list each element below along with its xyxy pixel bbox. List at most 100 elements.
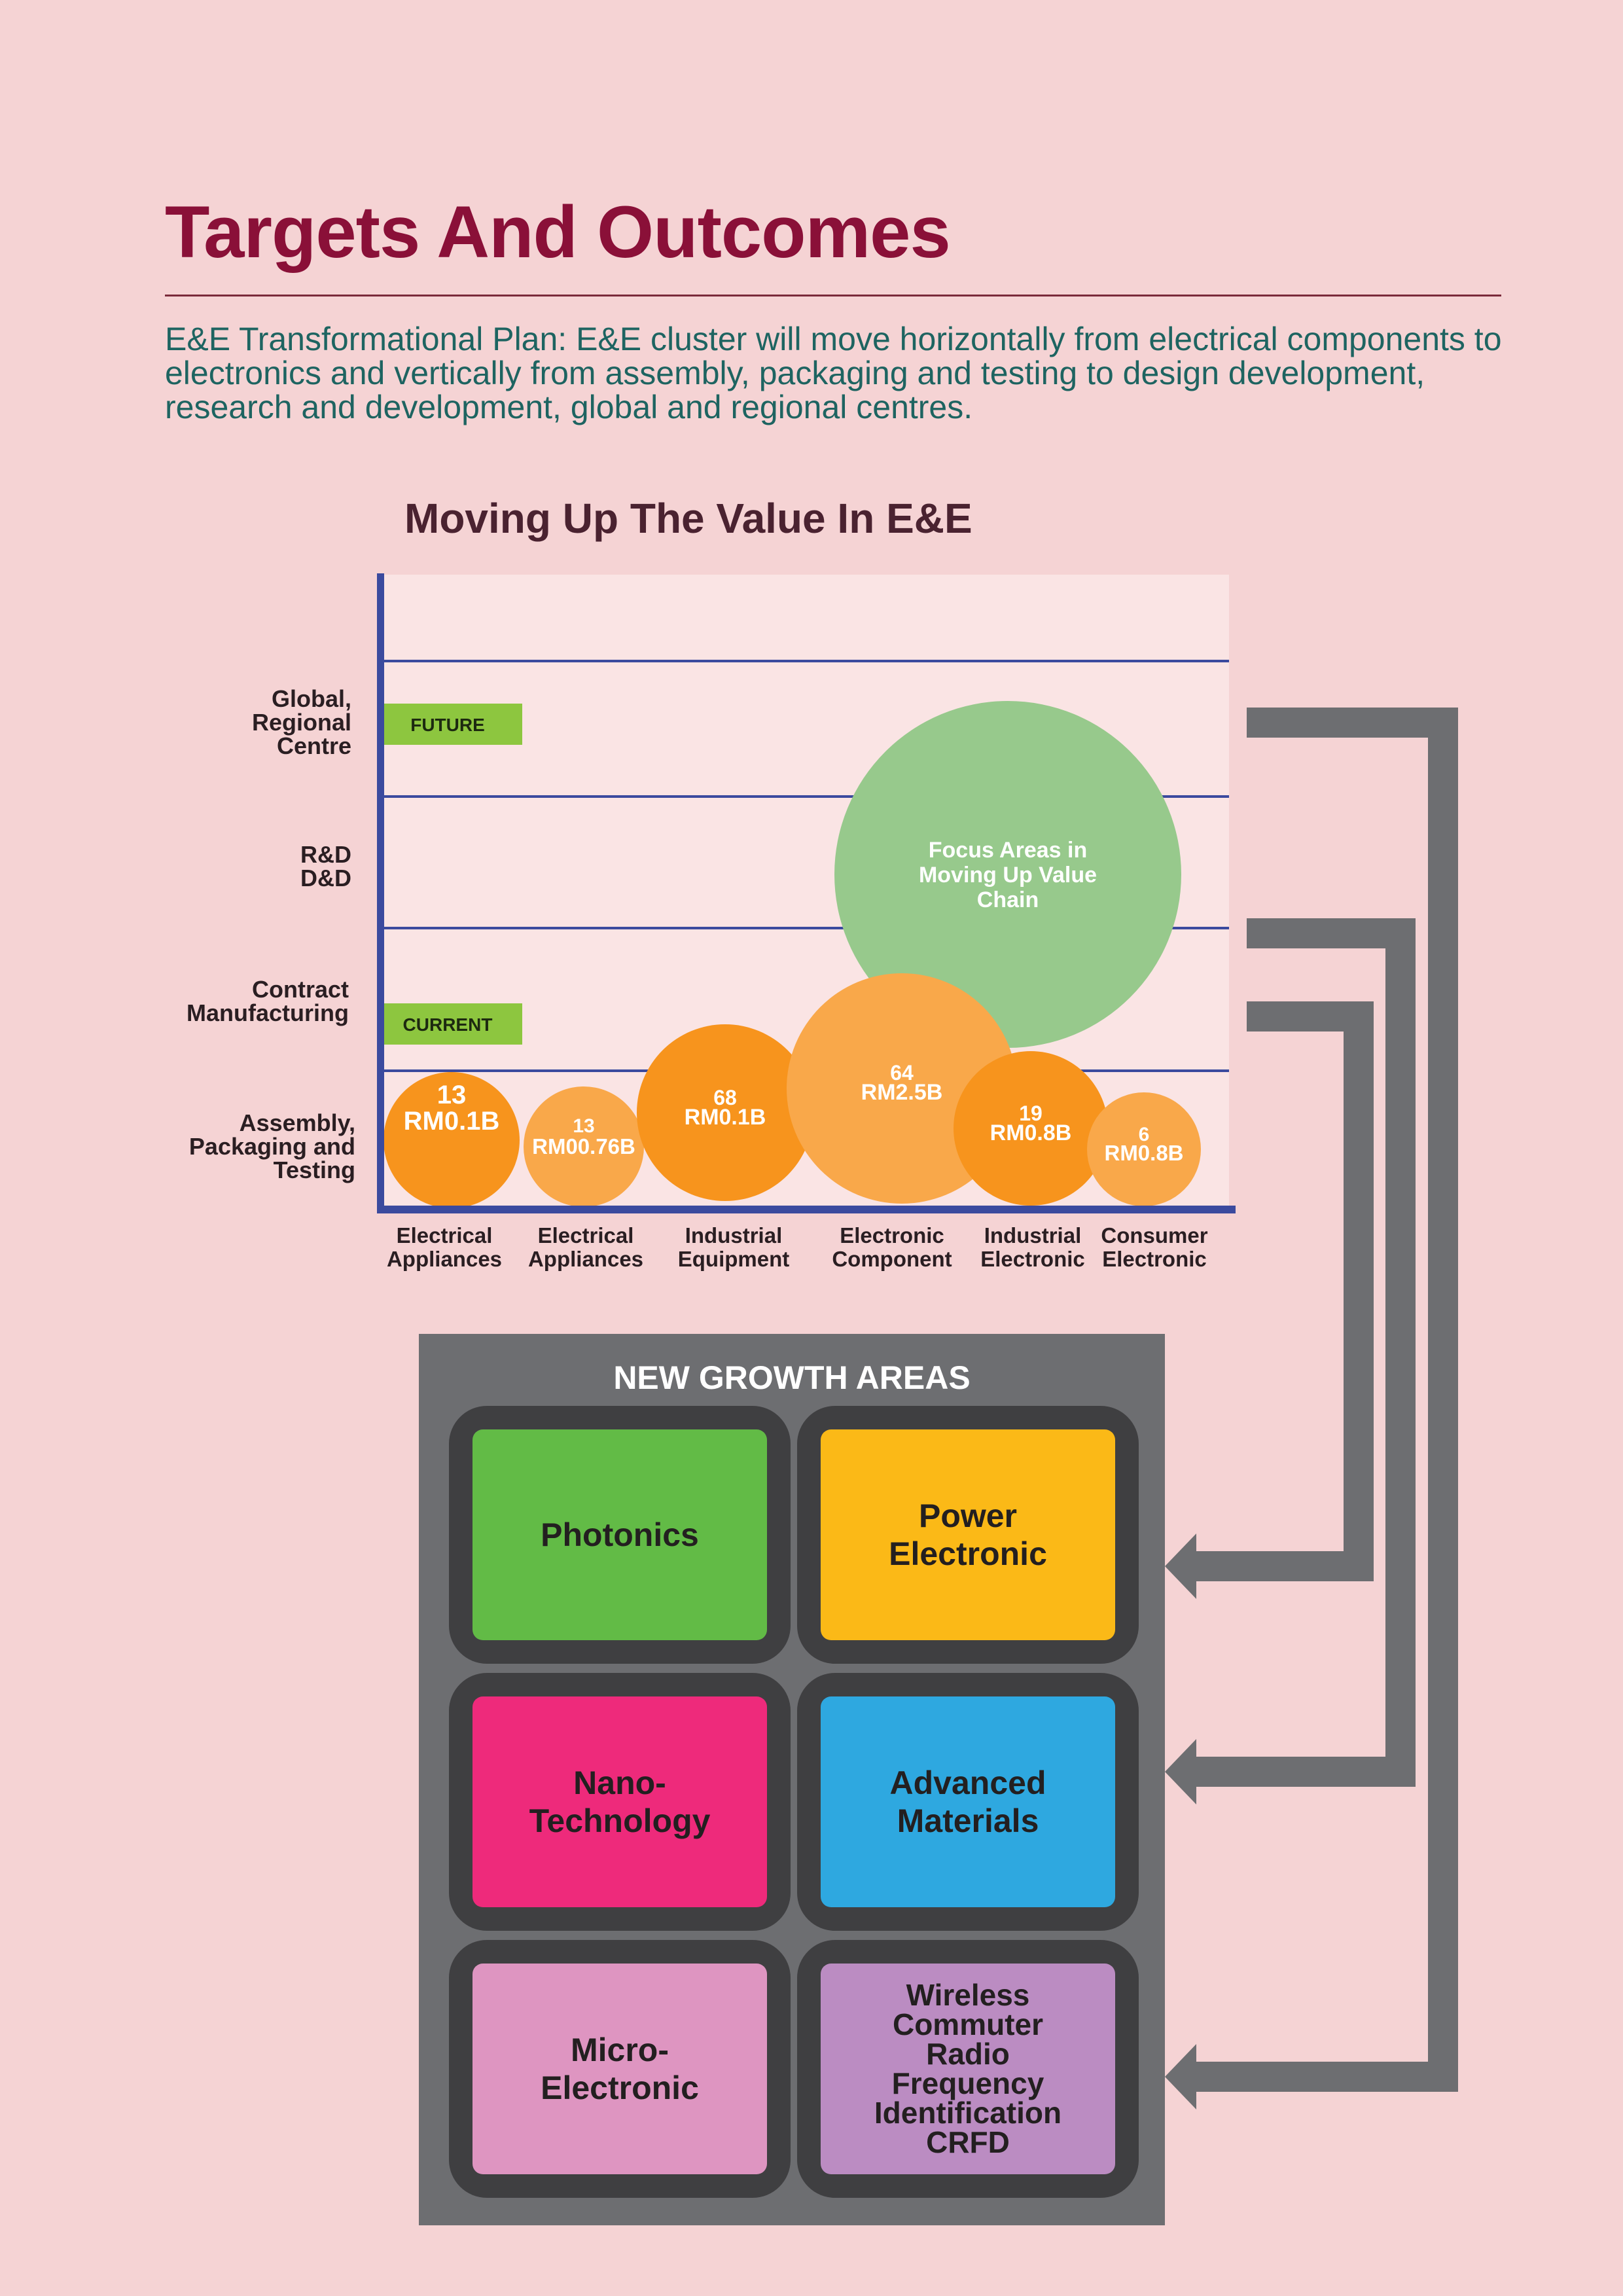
stage-tag-label: CURRENT (403, 1014, 493, 1035)
intro-line: E&E Transformational Plan: E&E cluster w… (165, 321, 1502, 357)
label-line: Electronic (1102, 1247, 1207, 1271)
bubble-count: 13 (437, 1081, 467, 1109)
focus-area-label: Focus Areas in Moving Up Value Chain (919, 838, 1097, 912)
x-axis (377, 1206, 1236, 1213)
value-bubble (524, 1086, 644, 1207)
arrow-head-icon (1165, 1739, 1196, 1804)
stage-tag-badge (382, 704, 522, 745)
label-line: Consumer (1101, 1223, 1207, 1247)
label-line: Appliances (528, 1247, 643, 1271)
growth-cell: Advanced Materials (797, 1673, 1139, 1931)
bubble-value: RM0.1B (404, 1107, 500, 1136)
y-axis-label: Assembly, Packaging and Testing (189, 1109, 355, 1183)
connector-line (1188, 708, 1458, 2092)
label-line: Electrical (397, 1223, 493, 1247)
arrow-head-icon (1165, 2044, 1196, 2109)
y-axis-label: Contract Manufacturing (187, 976, 349, 1026)
bubble-count: 68 (713, 1086, 737, 1109)
stage-tag-badge (382, 1003, 522, 1045)
bubble-value: RM00.76B (532, 1134, 635, 1158)
label-line: D&D (300, 865, 351, 891)
label-line: Manufacturing (187, 999, 349, 1026)
x-axis-label: Industrial Equipment (678, 1223, 790, 1271)
growth-cell: Wireless Commuter Radio Frequency Identi… (797, 1940, 1139, 2198)
label-line: Packaging and (189, 1133, 355, 1160)
tile-micro-electronic: Micro- Electronic (473, 1964, 767, 2174)
label-line: Industrial (984, 1223, 1082, 1247)
tile-wireless-crfd: Wireless Commuter Radio Frequency Identi… (821, 1964, 1115, 2174)
intro-paragraph: E&E Transformational Plan: E&E cluster w… (165, 322, 1507, 424)
title-divider (165, 295, 1501, 296)
label-line: Focus Areas in (929, 838, 1087, 863)
growth-cell: Power Electronic (797, 1406, 1139, 1664)
x-axis-label: Industrial Electronic (980, 1223, 1085, 1271)
arrow-head-icon (1165, 1534, 1196, 1599)
x-axis-label: Consumer Electronic (1101, 1223, 1207, 1271)
stage-tag-label: FUTURE (410, 715, 485, 735)
bubble-value: RM0.8B (990, 1121, 1072, 1145)
tile-power-electronic: Power Electronic (821, 1429, 1115, 1640)
connector-line (1188, 918, 1416, 1787)
connector-line (1188, 1001, 1374, 1581)
label-line: Electrical (538, 1223, 634, 1247)
tile-label: Micro- Electronic (541, 2032, 699, 2106)
tile-label: Photonics (541, 1516, 699, 1553)
label-line: Regional (252, 709, 351, 736)
intro-line: research and development, global and reg… (165, 389, 973, 425)
tile-nano-technology: Nano- Technology (473, 1696, 767, 1907)
label-line: Moving Up Value (919, 863, 1097, 888)
bubble-value: RM0.8B (1104, 1141, 1183, 1165)
label-line: Assembly, (240, 1109, 355, 1136)
bubble-count: 19 (1019, 1102, 1043, 1125)
axes (377, 573, 1236, 1213)
tile-label: Advanced Materials (889, 1765, 1046, 1839)
x-axis-label: Electrical Appliances (387, 1223, 502, 1271)
label-line: Chain (977, 888, 1039, 912)
focus-area-bubble (834, 701, 1181, 1048)
stage-tags: FUTURE CURRENT (382, 704, 522, 1045)
intro-line: electronics and vertically from assembly… (165, 355, 1425, 391)
bubble-count: 13 (573, 1115, 594, 1137)
y-axis-label: Global, Regional Centre (252, 685, 351, 759)
connector-arrows (1165, 708, 1458, 2109)
label-line: Equipment (678, 1247, 790, 1271)
chart-title: Moving Up The Value In E&E (404, 495, 972, 542)
tile-label: Power Electronic (889, 1498, 1047, 1572)
growth-areas-title: NEW GROWTH AREAS (613, 1359, 971, 1396)
tile-advanced-materials: Advanced Materials (821, 1696, 1115, 1907)
label-line: Electronic (980, 1247, 1085, 1271)
x-axis-label: Electronic Component (832, 1223, 952, 1271)
value-bubble (1087, 1092, 1201, 1206)
growth-cell: Photonics (449, 1406, 791, 1664)
growth-cell: Nano- Technology (449, 1673, 791, 1931)
tile-photonics: Photonics (473, 1429, 767, 1640)
label-line: Centre (277, 732, 351, 759)
y-axis (377, 573, 384, 1213)
label-line: Component (832, 1247, 952, 1271)
label-line: Appliances (387, 1247, 502, 1271)
tile-label: Wireless Commuter Radio Frequency Identi… (874, 1978, 1062, 2159)
bubble-count: 6 (1139, 1124, 1150, 1145)
tile-label: Nano- Technology (529, 1765, 711, 1839)
new-growth-areas-panel: NEW GROWTH AREAS Photonics Power Electro… (419, 1334, 1165, 2225)
page-title: Targets And Outcomes (165, 191, 951, 273)
value-bubble (637, 1024, 813, 1201)
label-line: Industrial (685, 1223, 783, 1247)
bubble-value: RM0.1B (685, 1105, 766, 1130)
y-axis-labels: Global, Regional Centre R&D D&D Contract Manuf… (187, 685, 355, 1183)
y-axis-label: R&D D&D (300, 841, 351, 891)
growth-cell: Micro- Electronic (449, 1940, 791, 2198)
label-line: Global, (272, 685, 351, 712)
bubble-count: 64 (890, 1061, 914, 1085)
label-line: Contract (252, 976, 349, 1003)
label-line: Electronic (840, 1223, 944, 1247)
bubble-value: RM2.5B (861, 1080, 943, 1105)
label-line: R&D (300, 841, 351, 868)
x-axis-label: Electrical Appliances (528, 1223, 643, 1271)
value-bubble (954, 1051, 1108, 1206)
value-bubble (383, 1072, 520, 1208)
focus-area: Focus Areas in Moving Up Value Chain (834, 701, 1181, 1048)
